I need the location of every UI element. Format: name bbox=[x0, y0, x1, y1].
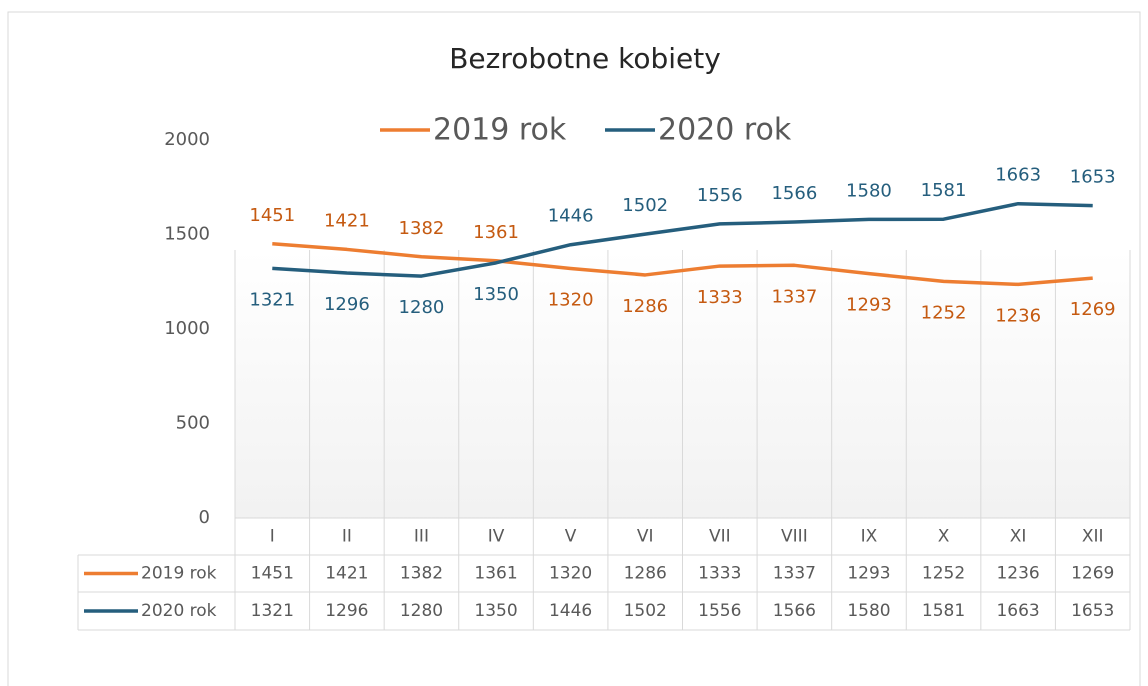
table-value: 1236 bbox=[996, 564, 1039, 584]
data-label: 1451 bbox=[249, 205, 295, 226]
table-legend-label: 2019 rok bbox=[141, 564, 217, 584]
table-value: 1321 bbox=[251, 601, 294, 621]
table-value: 1566 bbox=[773, 601, 816, 621]
table-value: 1296 bbox=[325, 601, 368, 621]
line-series bbox=[272, 201, 1093, 278]
table-value: 1337 bbox=[773, 564, 816, 584]
data-label: 1653 bbox=[1070, 167, 1116, 188]
y-tick-label: 1500 bbox=[164, 224, 210, 245]
table-value: 1280 bbox=[400, 601, 443, 621]
line-series bbox=[272, 242, 1093, 287]
x-tick-label: I bbox=[270, 527, 275, 547]
data-label: 1663 bbox=[995, 165, 1041, 186]
y-tick-label: 0 bbox=[199, 507, 210, 528]
legend-label: 2020 rok bbox=[658, 113, 792, 148]
data-label: 1286 bbox=[622, 296, 668, 317]
data-label: 1337 bbox=[771, 286, 817, 307]
table-value: 1269 bbox=[1071, 564, 1114, 584]
table-value: 1252 bbox=[922, 564, 965, 584]
table-value: 1421 bbox=[325, 564, 368, 584]
x-tick-label: VII bbox=[709, 527, 731, 547]
x-tick-label: IV bbox=[488, 527, 505, 547]
table-value: 1663 bbox=[996, 601, 1039, 621]
table-value: 1451 bbox=[251, 564, 294, 584]
data-label: 1280 bbox=[399, 297, 445, 318]
data-label: 1361 bbox=[473, 222, 519, 243]
x-tick-label: XI bbox=[1010, 527, 1027, 547]
y-tick-label: 500 bbox=[176, 413, 210, 434]
data-label: 1421 bbox=[324, 210, 370, 231]
data-label: 1320 bbox=[548, 290, 594, 311]
data-label: 1581 bbox=[921, 180, 967, 201]
data-label: 1252 bbox=[921, 302, 967, 323]
table-value: 1581 bbox=[922, 601, 965, 621]
table-value: 1333 bbox=[698, 564, 741, 584]
table-value: 1556 bbox=[698, 601, 741, 621]
data-label: 1293 bbox=[846, 295, 892, 316]
table-value: 1446 bbox=[549, 601, 592, 621]
data-label: 1382 bbox=[399, 218, 445, 239]
x-tick-label: VIII bbox=[781, 527, 808, 547]
x-tick-label: V bbox=[565, 527, 577, 547]
data-label: 1296 bbox=[324, 294, 370, 315]
x-tick-label: III bbox=[414, 527, 429, 547]
table-value: 1361 bbox=[474, 564, 517, 584]
y-tick-label: 2000 bbox=[164, 129, 210, 150]
table-value: 1382 bbox=[400, 564, 443, 584]
chart-title: Bezrobotne kobiety bbox=[449, 42, 721, 75]
data-label: 1350 bbox=[473, 284, 519, 305]
table-value: 1653 bbox=[1071, 601, 1114, 621]
table-legend-label: 2020 rok bbox=[141, 601, 217, 621]
data-label: 1236 bbox=[995, 305, 1041, 326]
data-label: 1333 bbox=[697, 287, 743, 308]
x-tick-label: X bbox=[938, 527, 950, 547]
data-label: 1269 bbox=[1070, 299, 1116, 320]
x-tick-label: II bbox=[342, 527, 352, 547]
data-label: 1446 bbox=[548, 206, 594, 227]
table-value: 1580 bbox=[847, 601, 890, 621]
table-value: 1286 bbox=[624, 564, 667, 584]
x-tick-label: IX bbox=[861, 527, 878, 547]
x-tick-label: VI bbox=[637, 527, 654, 547]
y-tick-label: 1000 bbox=[164, 318, 210, 339]
data-label: 1566 bbox=[771, 183, 817, 204]
data-label: 1556 bbox=[697, 185, 743, 206]
x-tick-label: XII bbox=[1082, 527, 1104, 547]
table-value: 1502 bbox=[624, 601, 667, 621]
data-label: 1502 bbox=[622, 195, 668, 216]
legend-label: 2019 rok bbox=[433, 113, 567, 148]
data-label: 1580 bbox=[846, 180, 892, 201]
table-value: 1350 bbox=[474, 601, 517, 621]
table-value: 1320 bbox=[549, 564, 592, 584]
data-label: 1321 bbox=[249, 289, 295, 310]
table-value: 1293 bbox=[847, 564, 890, 584]
